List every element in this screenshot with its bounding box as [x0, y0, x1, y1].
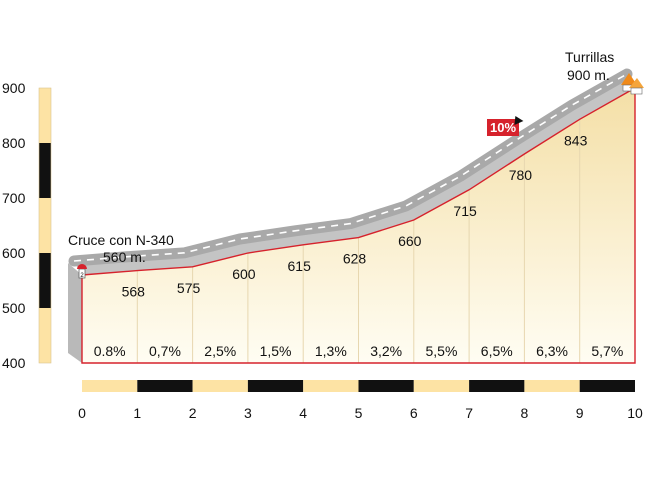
y-tick-label: 400 — [2, 355, 26, 371]
profile-line — [81, 86, 636, 364]
x-axis-tick-labels: 0 1 2 3 4 5 6 7 8 9 10 — [78, 405, 643, 421]
elevation-point-label: 600 — [232, 266, 256, 282]
distance-scale-segment — [137, 380, 193, 392]
distance-scale-segment — [413, 380, 470, 392]
y-axis-tick-labels: 400 500 600 700 800 900 — [2, 80, 26, 371]
house-roof-2 — [629, 78, 644, 88]
x-tick-label: 1 — [133, 405, 141, 421]
start-marker-cap — [77, 264, 87, 269]
distance-scale-segment — [358, 380, 414, 392]
elevation-point-label: 575 — [177, 280, 201, 296]
road-center-dashes — [73, 73, 628, 262]
elevation-scale-outline — [38, 87, 52, 364]
house-roof — [621, 73, 637, 85]
distance-scale-segment — [469, 380, 525, 392]
y-tick-label: 500 — [2, 300, 26, 316]
elevation-scale-segment — [39, 335, 51, 363]
end-elevation-label: 900 m. — [567, 67, 610, 83]
max-gradient-label: 10% — [490, 120, 516, 135]
road-left-face — [68, 263, 82, 363]
max-gradient-badge: 10% — [487, 119, 519, 136]
end-name-label: Turrillas — [565, 49, 614, 65]
distance-scale-segment — [303, 380, 359, 392]
x-tick-label: 0 — [78, 405, 86, 421]
elevation-point-labels: 568 575 600 615 628 660 715 780 843 — [122, 132, 588, 299]
elevation-scale-dark-segment — [39, 253, 51, 308]
distance-scale-segment — [192, 380, 248, 392]
elevation-point-label: 660 — [398, 233, 422, 249]
segment-gradient-label: 1,5% — [260, 343, 292, 359]
x-tick-label: 10 — [627, 405, 643, 421]
summit-marker-icon — [621, 73, 644, 95]
elevation-point-label: 715 — [453, 203, 477, 219]
segment-gradient-labels: 0.8% 0,7% 2,5% 1,5% 1,3% 3,2% 5,5% 6,5% 6,3% 5,7% — [94, 343, 624, 359]
start-elevation-label: 560 m. — [103, 249, 146, 265]
distance-scale-segment — [579, 380, 635, 392]
x-tick-label: 5 — [355, 405, 363, 421]
start-marker: 2 — [77, 264, 87, 279]
elevation-scale-segment — [39, 225, 51, 253]
start-name-label: Cruce con N-340 — [68, 232, 174, 248]
distance-scale-bar — [82, 380, 635, 392]
elevation-point-label: 780 — [509, 167, 533, 183]
house-body-2 — [630, 87, 643, 95]
elevation-point-label: 628 — [343, 251, 367, 267]
x-tick-label: 2 — [189, 405, 197, 421]
km-gridlines — [136, 119, 581, 363]
segment-gradient-label: 5,5% — [425, 343, 457, 359]
start-marker-text: 2 — [80, 273, 84, 279]
elevation-point-label: 568 — [122, 284, 146, 300]
elevation-scale-segment — [39, 198, 51, 226]
y-tick-label: 900 — [2, 80, 26, 96]
max-gradient-badge-bg — [487, 119, 519, 136]
elevation-scale-segment — [39, 88, 51, 116]
segment-gradient-label: 0,7% — [149, 343, 181, 359]
y-tick-label: 700 — [2, 190, 26, 206]
max-gradient-arrow-icon — [514, 116, 524, 125]
elevation-point-label: 615 — [288, 258, 312, 274]
x-tick-label: 9 — [576, 405, 584, 421]
elevation-scale-segment — [39, 308, 51, 336]
x-tick-label: 4 — [299, 405, 307, 421]
x-tick-label: 6 — [410, 405, 418, 421]
road-3d-faces — [68, 74, 635, 363]
x-tick-label: 8 — [521, 405, 529, 421]
segment-gradient-label: 1,3% — [315, 343, 347, 359]
y-tick-label: 800 — [2, 135, 26, 151]
segment-gradient-label: 6,3% — [536, 343, 568, 359]
x-tick-label: 7 — [465, 405, 473, 421]
x-tick-label: 3 — [244, 405, 252, 421]
elevation-point-label: 843 — [564, 132, 588, 148]
segment-gradient-label: 6,5% — [481, 343, 513, 359]
y-tick-label: 600 — [2, 245, 26, 261]
profile-area-fill — [82, 88, 635, 363]
distance-scale-segment — [524, 380, 580, 392]
elevation-scale-bar — [38, 87, 52, 364]
segment-gradient-label: 0.8% — [94, 343, 126, 359]
distance-scale-segment — [82, 380, 138, 392]
road-slab-face — [74, 74, 635, 275]
segment-gradient-label: 3,2% — [370, 343, 402, 359]
elevation-scale-segment — [39, 115, 51, 143]
segment-gradient-label: 2,5% — [204, 343, 236, 359]
distance-scale-segment — [247, 380, 304, 392]
segment-gradient-label: 5,7% — [591, 343, 623, 359]
elevation-scale-dark-segment — [39, 143, 51, 198]
